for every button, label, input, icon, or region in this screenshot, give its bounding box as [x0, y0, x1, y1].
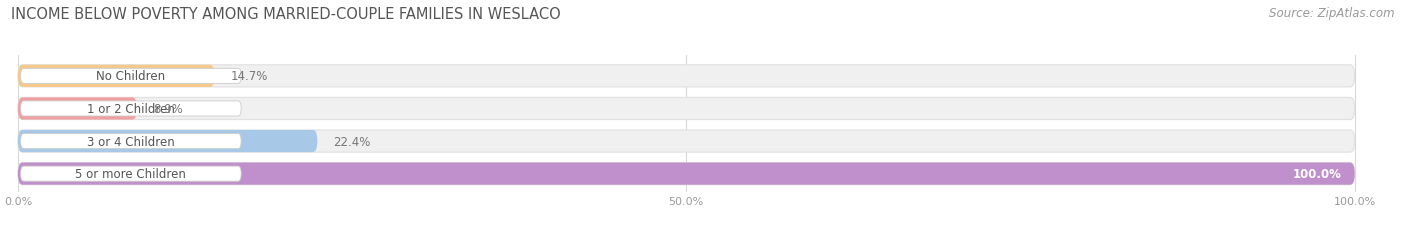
FancyBboxPatch shape	[18, 130, 318, 152]
Text: 14.7%: 14.7%	[231, 70, 269, 83]
Text: 3 or 4 Children: 3 or 4 Children	[87, 135, 174, 148]
FancyBboxPatch shape	[18, 66, 215, 88]
FancyBboxPatch shape	[21, 101, 242, 116]
FancyBboxPatch shape	[21, 134, 242, 149]
Text: Source: ZipAtlas.com: Source: ZipAtlas.com	[1270, 7, 1395, 20]
Text: 8.9%: 8.9%	[153, 103, 183, 116]
FancyBboxPatch shape	[18, 98, 136, 120]
FancyBboxPatch shape	[21, 69, 242, 84]
Text: 5 or more Children: 5 or more Children	[76, 167, 187, 180]
Text: 100.0%: 100.0%	[1292, 167, 1341, 180]
Text: INCOME BELOW POVERTY AMONG MARRIED-COUPLE FAMILIES IN WESLACO: INCOME BELOW POVERTY AMONG MARRIED-COUPL…	[11, 7, 561, 22]
Text: No Children: No Children	[97, 70, 166, 83]
FancyBboxPatch shape	[18, 163, 1354, 185]
FancyBboxPatch shape	[18, 98, 1354, 120]
FancyBboxPatch shape	[18, 130, 1354, 152]
Text: 22.4%: 22.4%	[333, 135, 371, 148]
FancyBboxPatch shape	[21, 166, 242, 181]
FancyBboxPatch shape	[18, 163, 1354, 185]
Text: 1 or 2 Children: 1 or 2 Children	[87, 103, 174, 116]
FancyBboxPatch shape	[18, 66, 1354, 88]
